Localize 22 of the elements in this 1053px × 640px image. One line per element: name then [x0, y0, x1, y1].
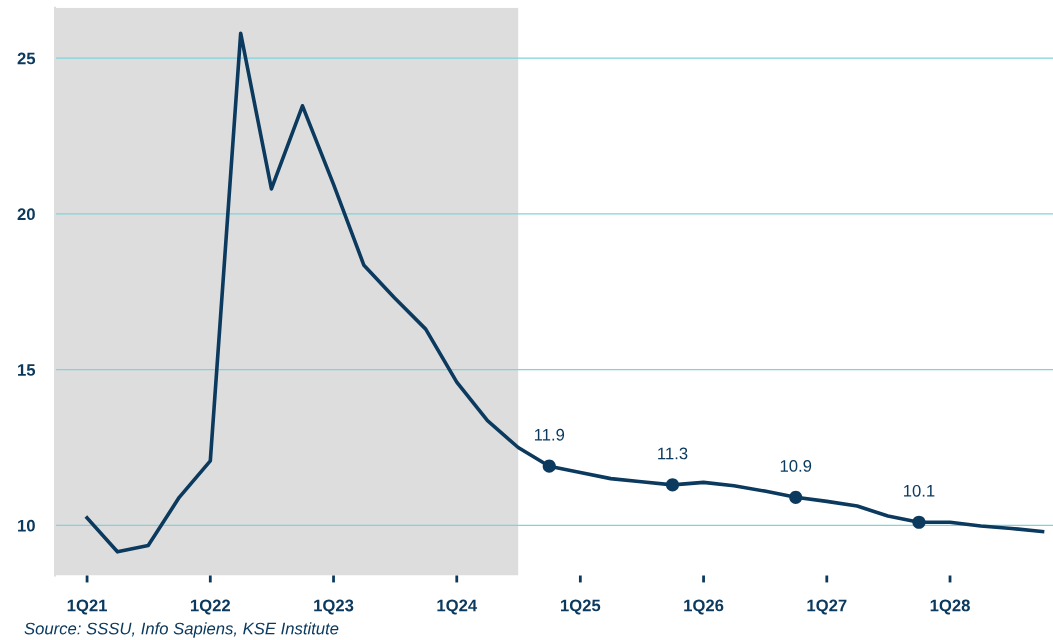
y-tick-label: 25 [17, 52, 36, 65]
point [665, 478, 680, 492]
x-tick-label: 1Q26 [684, 599, 724, 615]
data-label: 10.9 [780, 460, 812, 472]
line-series [85, 31, 1045, 554]
x-tick-label: 1Q23 [314, 599, 354, 615]
data-label: 11.3 [658, 447, 688, 460]
point [789, 490, 803, 504]
x-tick-label: 1Q24 [437, 599, 478, 615]
x-tick-label: 1Q28 [930, 599, 970, 615]
y-tick-label: 10 [18, 519, 35, 532]
y-tick-label: 15 [18, 364, 36, 376]
data-label: 11.9 [534, 428, 565, 441]
source-note: Source: SSSU, Info Sapiens, KSE Institute [24, 622, 339, 638]
x-tick-label: 1Q21 [67, 599, 107, 615]
x-tick-label: 1Q27 [807, 599, 847, 615]
point [912, 515, 926, 529]
x-tick-label: 1Q22 [190, 599, 231, 615]
x-tick-label: 1Q25 [561, 599, 601, 615]
point [542, 459, 556, 473]
data-label: 10.1 [904, 484, 935, 497]
y-tick-label: 20 [17, 208, 35, 221]
